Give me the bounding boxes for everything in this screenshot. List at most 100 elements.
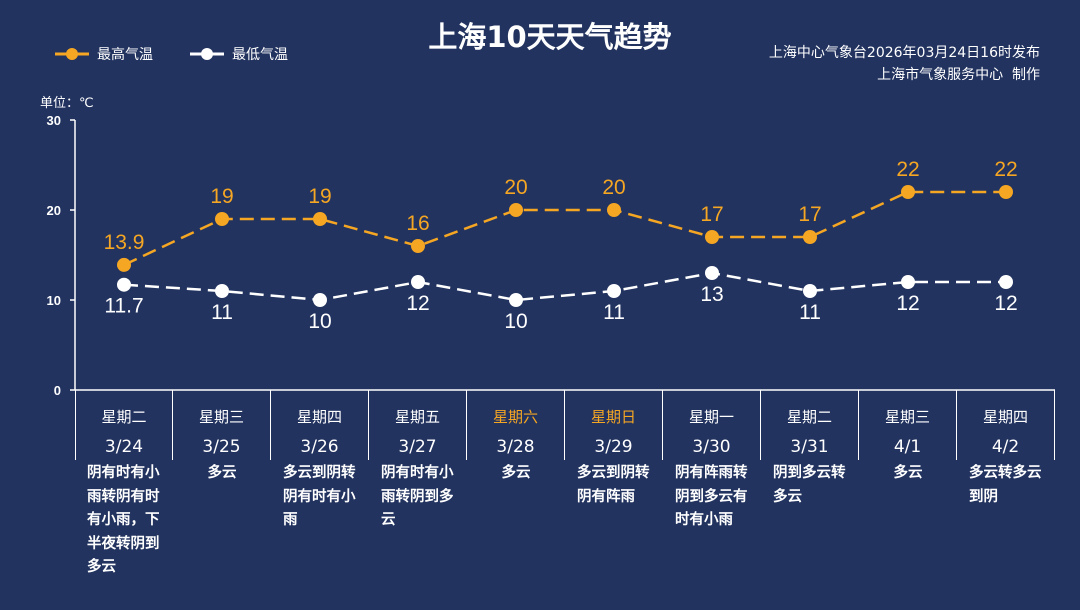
data-label: 11 xyxy=(799,301,821,324)
data-point xyxy=(705,230,719,244)
weather-cell: 阴有阵雨转阴到多云有时有小雨 xyxy=(663,462,761,580)
data-label: 10 xyxy=(504,310,527,333)
day-column: 星期一 3/30 xyxy=(663,390,761,460)
date-label: 3/24 xyxy=(104,437,144,457)
weather-text: 阴有时有小雨转阴有时有小雨，下半夜转阴到多云 xyxy=(87,465,160,575)
data-label: 17 xyxy=(798,203,821,226)
y-tick-label: 10 xyxy=(47,293,61,308)
data-label: 12 xyxy=(406,292,429,315)
data-label: 12 xyxy=(994,292,1017,315)
data-point xyxy=(607,284,621,298)
weather-text: 多云到阴转阴有时有小雨 xyxy=(283,465,356,528)
unit-label: 单位：℃ xyxy=(40,96,94,111)
day-column: 星期二 3/24 xyxy=(75,390,173,460)
data-point xyxy=(117,257,131,272)
data-label: 12 xyxy=(896,292,919,315)
weather-text: 多云 xyxy=(207,465,237,481)
data-point xyxy=(215,212,229,226)
data-point xyxy=(705,266,719,280)
data-label: 10 xyxy=(308,310,331,333)
y-tick-label: 0 xyxy=(54,383,61,398)
legend-low-marker-icon xyxy=(190,48,224,60)
weekday-label: 星期三 xyxy=(198,408,244,426)
legend-item-low: 最低气温 xyxy=(190,44,288,64)
day-column: 星期二 3/31 xyxy=(761,390,859,460)
data-point xyxy=(999,275,1013,289)
data-point xyxy=(411,239,425,253)
data-point xyxy=(313,212,327,226)
date-label: 3/30 xyxy=(692,437,731,457)
data-point xyxy=(803,230,817,244)
date-label: 4/2 xyxy=(991,437,1020,457)
data-label: 11.7 xyxy=(104,295,143,318)
data-label: 19 xyxy=(210,185,233,208)
data-point xyxy=(411,275,425,289)
weather-cell: 多云 xyxy=(173,462,271,580)
series-line-high xyxy=(123,190,1006,267)
legend-high-marker-icon xyxy=(55,48,89,60)
weather-cell: 多云到阴转阴有阵雨 xyxy=(565,462,663,580)
date-label: 3/27 xyxy=(398,437,437,457)
weather-cell: 多云到阴转阴有时有小雨 xyxy=(271,462,369,580)
data-point xyxy=(117,277,131,292)
day-columns: 星期二 3/24 星期三 3/25 星期四 3/26 星期五 3/27 星期六 3/28 星期日 3/… xyxy=(75,390,1055,460)
day-column: 星期六 3/28 xyxy=(467,390,565,460)
weather-text: 阴有阵雨转阴到多云有时有小雨 xyxy=(675,465,748,528)
data-point xyxy=(803,284,817,298)
weekday-label: 星期二 xyxy=(101,408,147,426)
data-point xyxy=(901,185,915,199)
legend-label-high: 最高气温 xyxy=(97,47,153,63)
weather-descriptions: 阴有时有小雨转阴有时有小雨，下半夜转阴到多云 多云 多云到阴转阴有时有小雨 阴有时有小… xyxy=(75,462,1055,580)
data-label: 19 xyxy=(308,185,331,208)
data-label: 11 xyxy=(603,301,625,324)
weather-text: 多云 xyxy=(501,465,531,481)
day-column: 星期三 4/1 xyxy=(859,390,957,460)
series-line-low xyxy=(123,271,1006,302)
weather-cell: 多云 xyxy=(859,462,957,580)
weekday-label: 星期四 xyxy=(296,408,342,426)
data-point xyxy=(509,293,523,307)
data-label: 20 xyxy=(504,176,527,199)
weekday-label: 星期一 xyxy=(688,408,734,426)
date-label: 3/28 xyxy=(496,437,535,457)
weekday-label: 星期四 xyxy=(982,408,1028,426)
data-point xyxy=(901,275,915,289)
data-label: 16 xyxy=(406,212,429,235)
date-label: 3/31 xyxy=(790,437,829,457)
weather-cell: 阴有时有小雨转阴到多云 xyxy=(369,462,467,580)
day-column: 星期四 3/26 xyxy=(271,390,369,460)
data-label: 20 xyxy=(602,176,625,199)
weather-cell: 阴到多云转多云 xyxy=(761,462,859,580)
weather-text: 多云转多云到阴 xyxy=(969,465,1042,505)
weather-text: 阴到多云转多云 xyxy=(773,465,846,505)
data-point xyxy=(313,293,327,307)
data-label: 13.9 xyxy=(104,231,145,254)
date-label: 3/29 xyxy=(594,437,633,457)
weather-cell: 多云 xyxy=(467,462,565,580)
source-publish: 上海中心气象台2026年03月24日16时发布 xyxy=(768,45,1040,61)
weekday-label: 星期三 xyxy=(884,408,930,426)
data-label: 13 xyxy=(700,283,723,306)
weekday-label: 星期五 xyxy=(394,408,440,426)
y-tick-label: 20 xyxy=(47,203,61,218)
data-label: 22 xyxy=(994,158,1017,181)
y-tick-label: 30 xyxy=(47,113,61,128)
data-label: 22 xyxy=(896,158,919,181)
data-label: 11 xyxy=(211,301,233,324)
weather-text: 阴有时有小雨转阴到多云 xyxy=(381,465,454,528)
data-point xyxy=(999,185,1013,199)
data-point xyxy=(215,284,229,298)
day-column: 星期四 4/2 xyxy=(957,390,1055,460)
weekday-label: 星期六 xyxy=(492,408,538,426)
source-producer: 上海市气象服务中心 制作 xyxy=(877,67,1040,83)
legend-item-high: 最高气温 xyxy=(55,44,153,64)
date-label: 3/25 xyxy=(202,437,241,457)
weekday-label: 星期二 xyxy=(786,408,832,426)
data-point xyxy=(509,203,523,217)
data-point xyxy=(607,203,621,217)
day-column: 星期五 3/27 xyxy=(369,390,467,460)
day-column: 星期日 3/29 xyxy=(565,390,663,460)
date-label: 4/1 xyxy=(893,437,922,457)
weather-cell: 阴有时有小雨转阴有时有小雨，下半夜转阴到多云 xyxy=(75,462,173,580)
